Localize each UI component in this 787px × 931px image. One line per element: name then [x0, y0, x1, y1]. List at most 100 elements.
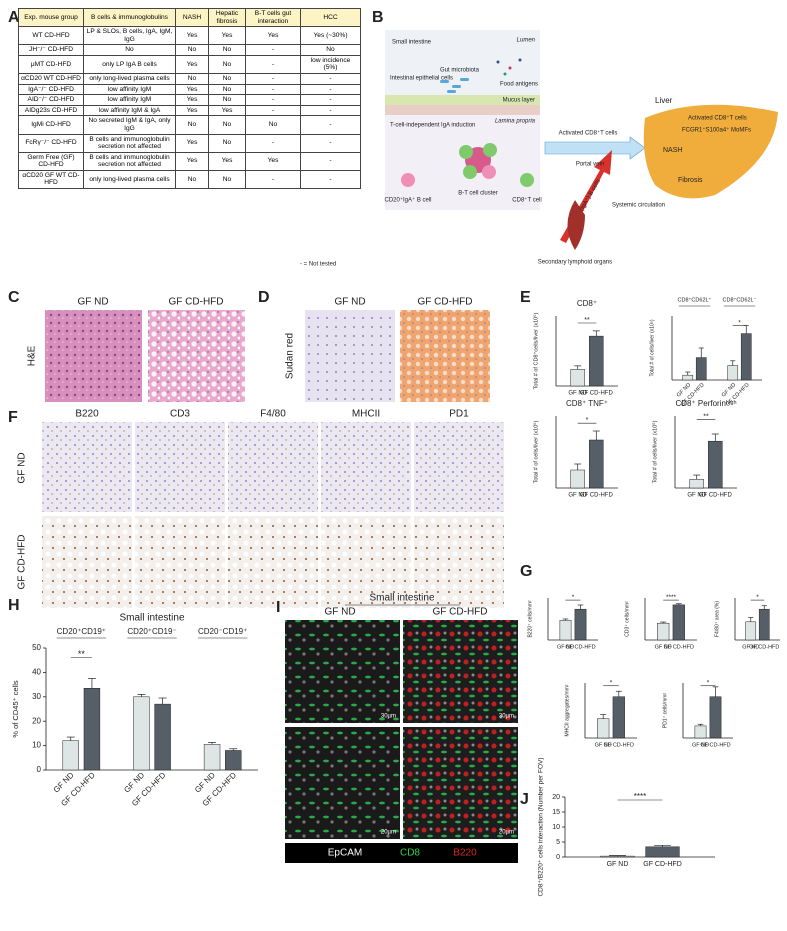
table-cell: Germ Free (GF) CD-HFD	[18, 151, 84, 171]
significance-label: **	[584, 317, 590, 324]
diagram: Small intestine Lumen Intestinal epithel…	[384, 30, 778, 266]
table-cell: Yes	[245, 151, 301, 171]
bar	[727, 365, 739, 381]
channel-label: EpCAM	[328, 848, 362, 859]
y-axis-label: CD3⁺ cells/mm²	[624, 601, 630, 637]
column-label: PD1	[449, 409, 469, 420]
footnote: - = Not tested	[300, 262, 336, 268]
ihc-image	[42, 422, 132, 512]
table-cell: No	[175, 115, 209, 135]
y-tick-label: 0	[556, 854, 560, 861]
y-tick-label: 20	[552, 794, 560, 801]
table-row: AID⁻/⁻ CD-HFD low affinity IgM Yes No - -	[18, 94, 361, 106]
x-tick-label: GF ND	[687, 493, 706, 499]
label: Systemic circulation	[612, 203, 665, 209]
column-label: GF CD-HFD	[169, 297, 224, 308]
table-cell: only LP IgA B cells	[83, 54, 176, 75]
significance-label: *	[756, 594, 759, 601]
table-cell: -	[300, 73, 361, 85]
table-cell: -	[300, 94, 361, 106]
panel-label: B	[372, 9, 384, 26]
liver	[643, 104, 778, 199]
scale-bar: 20µm	[381, 830, 396, 836]
y-axis-label: F4/80⁺ area (%)	[714, 601, 720, 637]
row-label: Sudan red	[285, 333, 296, 379]
table-cell: No	[208, 169, 246, 189]
micrograph	[285, 727, 400, 839]
header-row: Exp. mouse group B cells & immunoglobulin…	[18, 7, 361, 28]
table-row: JH⁻/⁻ CD-HFD No No No - No	[18, 44, 361, 56]
row-label: GF CD-HFD	[17, 535, 28, 590]
table-cell: AID⁻/⁻ CD-HFD	[18, 94, 84, 106]
histology-image	[400, 310, 490, 402]
significance-label: ****	[666, 594, 677, 601]
scale-bar: 30µm	[381, 714, 396, 720]
y-tick-label: 5	[556, 839, 560, 846]
table-cell: -	[300, 83, 361, 96]
table-cell: No	[208, 94, 246, 106]
x-tick-label: GF ND	[568, 391, 587, 397]
y-axis-label: MHCII aggregates/mm²	[564, 684, 570, 736]
panel-label: C	[8, 289, 20, 306]
ihc-image	[228, 516, 318, 608]
y-tick-label: 50	[32, 643, 41, 652]
label: Liver	[655, 96, 673, 105]
column-label: GF ND	[324, 607, 355, 618]
bar	[574, 608, 587, 641]
header-cell: Exp. mouse group	[18, 7, 84, 28]
y-tick-label: 15	[552, 809, 560, 816]
bar	[597, 718, 610, 739]
table-cell: -	[300, 104, 361, 117]
bar	[600, 855, 635, 858]
table-cell: IgA⁻/⁻ CD-HFD	[18, 83, 84, 96]
column-label: MHCII	[352, 409, 380, 420]
bar	[203, 744, 221, 771]
y-axis-label: Total # of cells/liver (x10⁵)	[532, 420, 539, 483]
table-cell: Yes	[208, 151, 246, 171]
significance-label: **	[78, 649, 86, 659]
table-row: αCD20 GF WT CD-HFD only long-lived plasma…	[18, 169, 361, 189]
histology-image	[148, 310, 245, 402]
table-cell: -	[245, 133, 301, 153]
table-cell: -	[300, 169, 361, 189]
spleen	[567, 200, 585, 250]
table-cell: LP & SLOs, B cells, IgA, IgM, IgG	[83, 26, 176, 46]
bar	[570, 369, 585, 387]
table-cell: low affinity IgM	[83, 94, 176, 106]
table-row: FcRγ⁻/⁻ CD-HFD B cells and immunoglobulin…	[18, 133, 361, 153]
table-cell: only long-lived plasma cells	[83, 169, 176, 189]
column-label: GF ND	[77, 297, 108, 308]
significance-label: *	[707, 679, 710, 686]
bar	[559, 620, 572, 641]
significance-label: *	[572, 594, 575, 601]
epithelium	[385, 105, 540, 115]
panel-label: I	[276, 599, 280, 616]
chart-title: CD8⁺	[577, 299, 597, 308]
x-tick-label: GF ND	[568, 493, 587, 499]
bar	[657, 622, 670, 641]
x-tick-label: GF ND	[692, 742, 709, 748]
significance-label: *	[610, 679, 613, 686]
bar	[740, 333, 752, 381]
table-cell: Yes (~30%)	[300, 26, 361, 46]
group-label: CD20⁺CD19⁺	[57, 627, 106, 636]
row-label: H&E	[27, 345, 38, 366]
significance-label: *	[738, 319, 741, 326]
table-row: IgA⁻/⁻ CD-HFD low affinity IgM Yes No - -	[18, 83, 361, 96]
label: CD8⁺T cell	[512, 197, 541, 204]
bar	[570, 469, 585, 489]
y-tick-label: 10	[552, 824, 560, 831]
column-label: GF CD-HFD	[433, 607, 488, 618]
table-cell: No secreted IgM & IgA, only IgG	[83, 115, 176, 135]
column-label: F4/80	[260, 409, 286, 420]
mucus-area	[385, 95, 540, 105]
column-label: GF CD-HFD	[418, 297, 473, 308]
bar	[589, 335, 604, 387]
header-cell: HCC	[300, 7, 361, 28]
histology-image	[45, 310, 142, 402]
ihc-image	[135, 422, 225, 512]
table-cell: FcRγ⁻/⁻ CD-HFD	[18, 133, 84, 153]
table-cell: No	[208, 83, 246, 96]
micrograph	[403, 727, 518, 839]
table-cell: No	[208, 115, 246, 135]
